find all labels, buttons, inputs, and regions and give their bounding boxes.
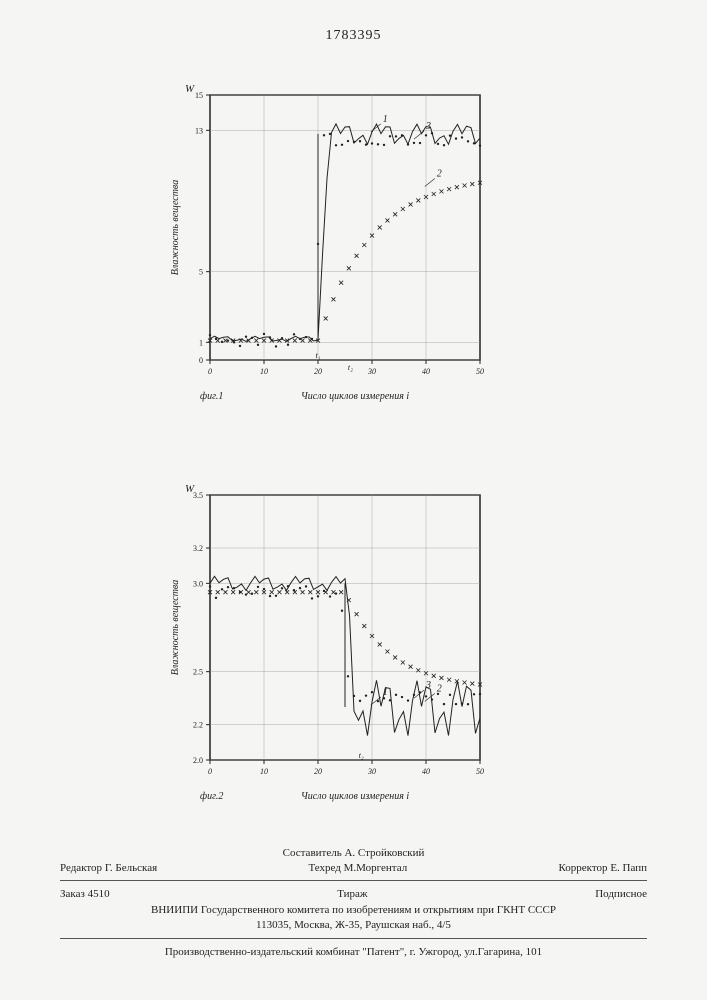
svg-text:1: 1: [199, 338, 203, 347]
svg-text:W: W: [185, 83, 195, 95]
svg-text:t₂: t₂: [348, 363, 353, 372]
svg-text:5: 5: [199, 268, 203, 277]
svg-text:15: 15: [195, 91, 203, 100]
rule-1: [60, 880, 647, 881]
figure-2: 0 10 20 30 40 50 2.0 2.2 2.5 3.0 3.2 3.5W Влажность …: [165, 475, 495, 805]
svg-text:2: 2: [437, 169, 442, 180]
addr-line: 113035, Москва, Ж-35, Раушская наб., 4/5: [60, 918, 647, 933]
compiler-line: Составитель А. Стройковский: [60, 846, 647, 861]
svg-text:10: 10: [260, 767, 268, 776]
svg-text:0: 0: [208, 767, 212, 776]
svg-text:20: 20: [314, 767, 322, 776]
techred: Техред М.Моргентал: [308, 861, 407, 876]
svg-text:1: 1: [383, 114, 388, 125]
svg-text:Число циклов измерения i: Число циклов измерения i: [301, 391, 410, 402]
svg-text:3.2: 3.2: [193, 544, 203, 553]
svg-text:40: 40: [422, 367, 430, 376]
org-line: ВНИИПИ Государственного комитета по изоб…: [60, 903, 647, 918]
document-number: 1783395: [0, 28, 707, 44]
order: Заказ 4510: [60, 887, 110, 902]
svg-text:фиг.2: фиг.2: [200, 791, 223, 802]
svg-text:t₁: t₁: [315, 351, 320, 360]
footer-block: Составитель А. Стройковский Редактор Г. …: [60, 846, 647, 960]
svg-text:3: 3: [425, 121, 431, 132]
svg-text:2.0: 2.0: [193, 756, 203, 765]
svg-text:50: 50: [476, 367, 484, 376]
svg-text:3.5: 3.5: [193, 491, 203, 500]
svg-text:3.0: 3.0: [193, 579, 203, 588]
svg-text:фиг.1: фиг.1: [200, 391, 223, 402]
svg-text:20: 20: [314, 367, 322, 376]
svg-text:0: 0: [208, 367, 212, 376]
tirazh: Тираж: [337, 887, 367, 902]
rule-2: [60, 938, 647, 939]
corrector: Корректор Е. Папп: [559, 861, 647, 876]
svg-text:3: 3: [425, 680, 431, 691]
svg-text:W: W: [185, 483, 195, 495]
svg-text:Число циклов измерения i: Число циклов измерения i: [301, 791, 410, 802]
svg-text:50: 50: [476, 767, 484, 776]
printer-line: Производственно-издательский комбинат "П…: [60, 945, 647, 960]
svg-text:t₂: t₂: [359, 751, 364, 760]
svg-text:10: 10: [260, 367, 268, 376]
svg-text:13: 13: [195, 126, 203, 135]
svg-text:2.2: 2.2: [193, 721, 203, 730]
svg-text:2: 2: [437, 683, 442, 694]
subscribe: Подписное: [595, 887, 647, 902]
svg-text:2.5: 2.5: [193, 668, 203, 677]
svg-text:40: 40: [422, 767, 430, 776]
editor: Редактор Г. Бельская: [60, 861, 157, 876]
svg-text:0: 0: [199, 356, 203, 365]
svg-text:Влажность вещества: Влажность вещества: [170, 580, 181, 675]
svg-text:30: 30: [367, 767, 376, 776]
svg-text:30: 30: [367, 367, 376, 376]
figure-1: 010203040500151315WВлажность веществафиг…: [165, 75, 495, 405]
svg-text:1: 1: [383, 687, 388, 698]
svg-text:Влажность вещества: Влажность вещества: [170, 180, 181, 275]
